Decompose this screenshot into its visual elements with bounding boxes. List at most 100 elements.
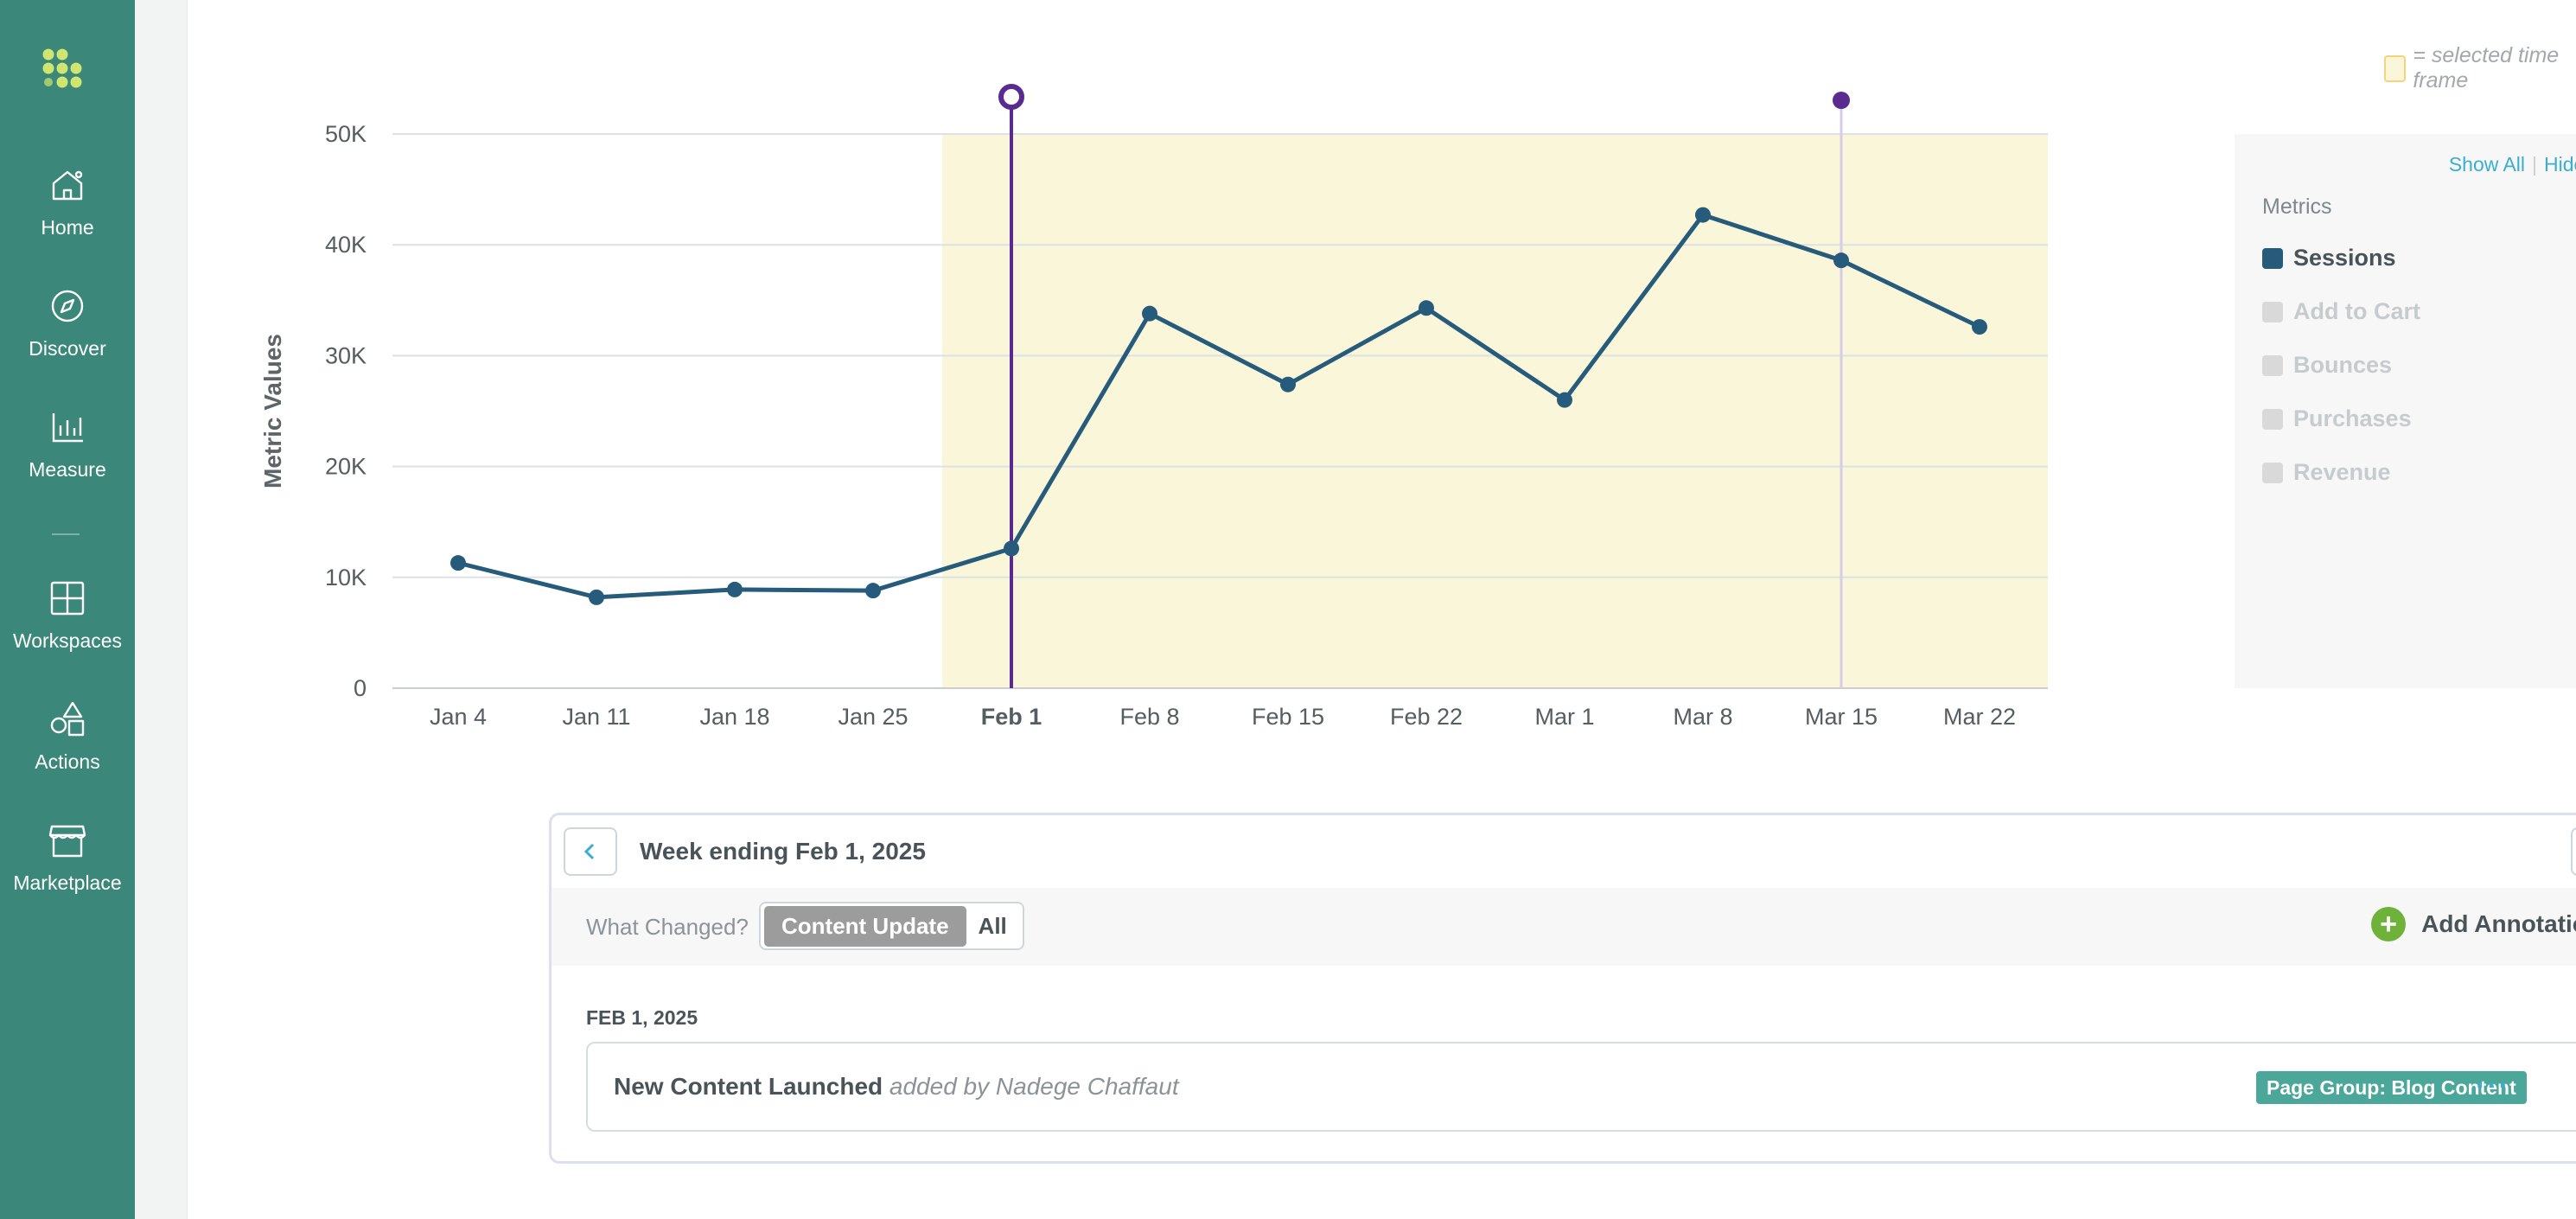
data-point xyxy=(1419,300,1434,316)
data-point xyxy=(589,589,604,605)
next-week-button[interactable] xyxy=(2571,827,2576,876)
nav-actions[interactable]: Actions xyxy=(0,699,135,774)
main-content: = selected time frame Show All | Hide All … xyxy=(187,0,2576,1219)
metric-revenue-label: Revenue xyxy=(2293,459,2391,485)
x-tick-label: Feb 15 xyxy=(1252,704,1324,730)
metric-bounces-checkbox[interactable] xyxy=(2262,354,2283,376)
x-tick-label: Feb 8 xyxy=(1119,704,1179,730)
metric-revenue[interactable]: Revenue xyxy=(2262,459,2391,486)
what-changed-bar: What Changed? Content Update All + Add A… xyxy=(552,888,2576,966)
annotation-marker-dot xyxy=(1833,92,1850,109)
y-tick-label: 50K xyxy=(325,121,367,147)
data-point xyxy=(727,581,743,597)
x-tick-label: Jan 18 xyxy=(699,704,769,730)
y-axis-title: Metric Values xyxy=(259,334,286,488)
shapes-icon xyxy=(50,701,85,737)
nav-discover[interactable]: Discover xyxy=(0,285,135,361)
selected-time-frame-swatch xyxy=(2384,54,2407,82)
metric-purchases-checkbox[interactable] xyxy=(2262,408,2283,430)
hide-all-link[interactable]: Hide All xyxy=(2544,153,2576,176)
storefront-icon xyxy=(48,825,86,858)
annotation-item[interactable]: New Content Launched added by Nadege Cha… xyxy=(586,1042,2576,1132)
series-line-sessions xyxy=(457,213,1981,600)
data-point xyxy=(865,583,881,599)
data-point xyxy=(1004,540,1019,557)
selected-week-marker-handle xyxy=(998,84,1024,110)
metric-add-to-cart-checkbox[interactable] xyxy=(2262,301,2283,322)
add-annotation-button[interactable]: + Add Annotation xyxy=(2371,907,2576,941)
sidebar: Home Discover Measure Workspaces Actions… xyxy=(0,0,135,1219)
bar-chart-icon xyxy=(52,413,83,443)
x-tick-label: Mar 15 xyxy=(1805,704,1878,730)
metric-add-to-cart-label: Add to Cart xyxy=(2293,298,2420,324)
x-tick-label: Jan 25 xyxy=(838,704,908,730)
metric-sessions-label: Sessions xyxy=(2293,245,2396,271)
nav-discover-label: Discover xyxy=(29,337,106,360)
show-all-link[interactable]: Show All xyxy=(2448,153,2526,176)
nav-workspaces-label: Workspaces xyxy=(12,629,123,652)
data-point xyxy=(1280,376,1296,393)
nav-actions-label: Actions xyxy=(35,750,100,773)
nav-measure-label: Measure xyxy=(29,458,106,481)
metric-revenue-checkbox[interactable] xyxy=(2262,462,2283,483)
annotation-date: FEB 1, 2025 xyxy=(586,1006,698,1029)
x-tick-label: Feb 22 xyxy=(1390,704,1463,730)
annotation-author: added by Nadege Chaffaut xyxy=(889,1073,1179,1100)
more-options-icon[interactable]: ··· xyxy=(2476,1069,2510,1102)
data-point xyxy=(450,555,466,571)
metric-add-to-cart[interactable]: Add to Cart xyxy=(2262,298,2420,325)
prev-week-button[interactable] xyxy=(564,827,617,876)
show-hide-links: Show All | Hide All xyxy=(2449,153,2576,176)
nav-marketplace[interactable]: Marketplace xyxy=(0,820,135,895)
compass-icon xyxy=(51,290,84,322)
y-tick-label: 0 xyxy=(354,675,367,701)
toggle-content-update[interactable]: Content Update xyxy=(764,905,966,947)
nav-marketplace-label: Marketplace xyxy=(13,871,122,894)
link-separator: | xyxy=(2532,153,2538,176)
metric-sessions[interactable]: Sessions xyxy=(2262,245,2396,271)
plus-circle-icon: + xyxy=(2371,907,2407,941)
week-title: Week ending Feb 1, 2025 xyxy=(640,838,926,865)
data-point xyxy=(1142,305,1157,322)
data-point xyxy=(1833,252,1849,269)
metric-sessions-checkbox[interactable] xyxy=(2262,247,2283,269)
annotation-title: New Content Launched xyxy=(614,1073,883,1100)
y-tick-label: 20K xyxy=(325,454,367,480)
nav-home[interactable]: Home xyxy=(0,164,135,239)
sessions-line-chart: 0 10K 20K 30K 40K 50K Metric Values Jan 4 Jan 11… xyxy=(259,84,2048,730)
grid-icon xyxy=(50,581,85,616)
metrics-title: Metrics xyxy=(2262,195,2332,219)
x-tick-label: Mar 8 xyxy=(1673,704,1732,730)
selected-range-band xyxy=(942,134,2048,688)
x-tick-label: Mar 22 xyxy=(1943,704,2016,730)
data-point xyxy=(1695,207,1711,223)
metric-purchases-label: Purchases xyxy=(2293,405,2412,431)
selected-time-frame-text: = selected time frame xyxy=(2413,43,2560,93)
x-tick-label: Mar 1 xyxy=(1534,704,1594,730)
nav-divider xyxy=(52,533,80,535)
nav-measure[interactable]: Measure xyxy=(0,406,135,482)
metric-bounces[interactable]: Bounces xyxy=(2262,352,2392,379)
metric-purchases[interactable]: Purchases xyxy=(2262,405,2412,432)
annotation-panel: Week ending Feb 1, 2025 What Changed? Co… xyxy=(549,813,2576,1164)
selected-time-frame-legend: = selected time frame xyxy=(2384,43,2576,93)
data-point xyxy=(1972,319,1987,335)
page-group-badge: Page Group: Blog Content xyxy=(2256,1071,2527,1104)
annotation-text: New Content Launched added by Nadege Cha… xyxy=(614,1073,1179,1101)
metrics-panel: Show All | Hide All Metrics Sessions Add t… xyxy=(2235,134,2576,688)
y-tick-label: 10K xyxy=(325,565,367,590)
x-tick-label: Jan 4 xyxy=(430,704,487,730)
add-annotation-label: Add Annotation xyxy=(2421,910,2576,937)
toggle-all[interactable]: All xyxy=(978,912,1007,939)
data-point xyxy=(1557,392,1572,408)
x-tick-label: Feb 1 xyxy=(981,704,1043,730)
x-tick-label: Jan 11 xyxy=(562,704,630,730)
chevron-left-icon xyxy=(583,843,595,860)
y-tick-label: 40K xyxy=(325,232,367,258)
logo-icon[interactable] xyxy=(40,47,92,99)
what-changed-label: What Changed? xyxy=(586,914,749,940)
nav-workspaces[interactable]: Workspaces xyxy=(0,578,135,653)
metric-bounces-label: Bounces xyxy=(2293,352,2393,378)
nav-home-label: Home xyxy=(41,216,94,239)
change-type-toggle: Content Update All xyxy=(759,902,1024,950)
